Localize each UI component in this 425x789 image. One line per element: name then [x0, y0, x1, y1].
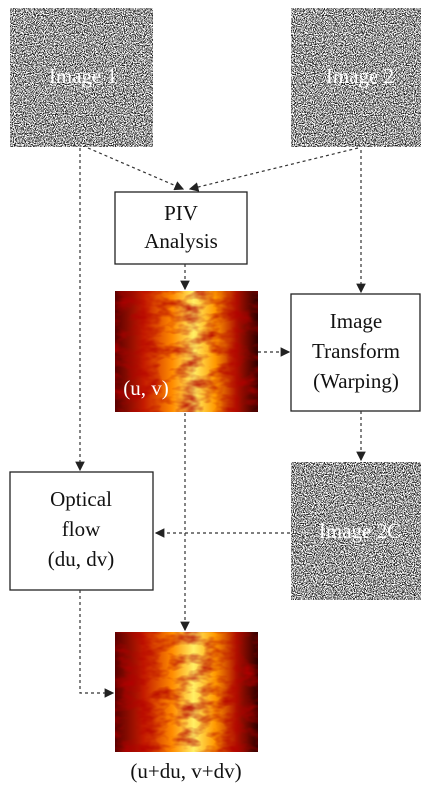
- label: flow: [62, 517, 101, 541]
- label: (u, v): [123, 376, 169, 400]
- label: Optical: [50, 487, 112, 511]
- image-2: Image 2: [291, 8, 421, 147]
- transform-box: Image Transform (Warping): [291, 294, 420, 411]
- label: PIV: [164, 201, 198, 225]
- label: Analysis: [144, 229, 218, 253]
- heatmap-uv: (u, v): [115, 291, 258, 412]
- diagram: Image 1 Image 2 PIV Analysis (u, v) Imag…: [0, 0, 425, 789]
- image-1: Image 1: [10, 8, 153, 147]
- label: Image: [330, 309, 382, 333]
- label: Image 1: [49, 64, 117, 88]
- label: (du, dv): [48, 547, 115, 571]
- image-2c: Image 2C: [291, 462, 421, 600]
- heatmap-result: (u+du, v+dv): [115, 632, 258, 783]
- optical-flow-box: Optical flow (du, dv): [10, 472, 153, 590]
- label: Image 2: [326, 64, 394, 88]
- label: Image 2C: [319, 519, 401, 543]
- label: Transform: [312, 339, 400, 363]
- piv-box: PIV Analysis: [115, 192, 247, 264]
- caption: (u+du, v+dv): [130, 759, 241, 783]
- label: (Warping): [313, 369, 399, 393]
